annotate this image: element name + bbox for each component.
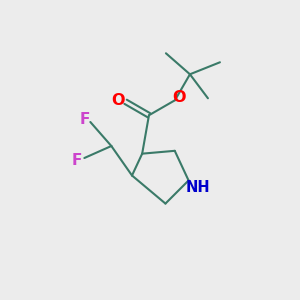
Text: F: F (72, 153, 82, 168)
Text: F: F (79, 112, 89, 127)
Text: NH: NH (186, 179, 211, 194)
Text: O: O (111, 93, 125, 108)
Text: O: O (173, 90, 186, 105)
